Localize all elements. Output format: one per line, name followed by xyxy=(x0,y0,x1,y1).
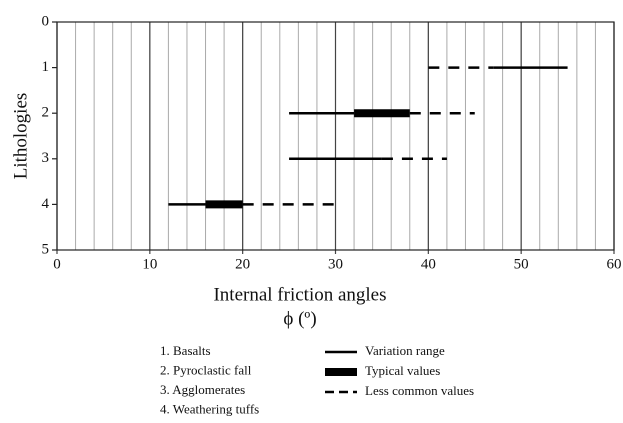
x-tick-label: 30 xyxy=(328,256,343,272)
x-axis-label: Internal friction angles xyxy=(213,284,386,305)
legend-entry: Less common values xyxy=(365,383,474,398)
y-tick-label: 5 xyxy=(42,241,50,257)
legend-entry: Typical values xyxy=(365,363,440,378)
y-tick-label: 4 xyxy=(42,196,50,212)
x-tick-label: 50 xyxy=(514,256,529,272)
legend-entry: 1. Basalts xyxy=(160,343,211,358)
legend-entry: Variation range xyxy=(365,343,445,358)
y-tick-label: 2 xyxy=(42,105,50,121)
y-tick-label: 3 xyxy=(42,150,50,166)
x-tick-label: 20 xyxy=(235,256,250,272)
x-tick-label: 0 xyxy=(53,256,61,272)
legend-entry: 2. Pyroclastic fall xyxy=(160,362,252,377)
legend-entry: 3. Agglomerates xyxy=(160,382,245,397)
y-tick-label: 0 xyxy=(42,13,50,29)
x-tick-label: 10 xyxy=(142,256,157,272)
x-tick-label: 60 xyxy=(607,256,622,272)
x-axis-unit: ϕ (º) xyxy=(283,308,316,329)
legend-entry: 4. Weathering tuffs xyxy=(160,401,259,416)
plot-frame xyxy=(56,21,615,251)
y-tick-label: 1 xyxy=(42,59,50,75)
y-axis-label: Lithologies xyxy=(10,93,31,180)
x-tick-label: 40 xyxy=(421,256,436,272)
